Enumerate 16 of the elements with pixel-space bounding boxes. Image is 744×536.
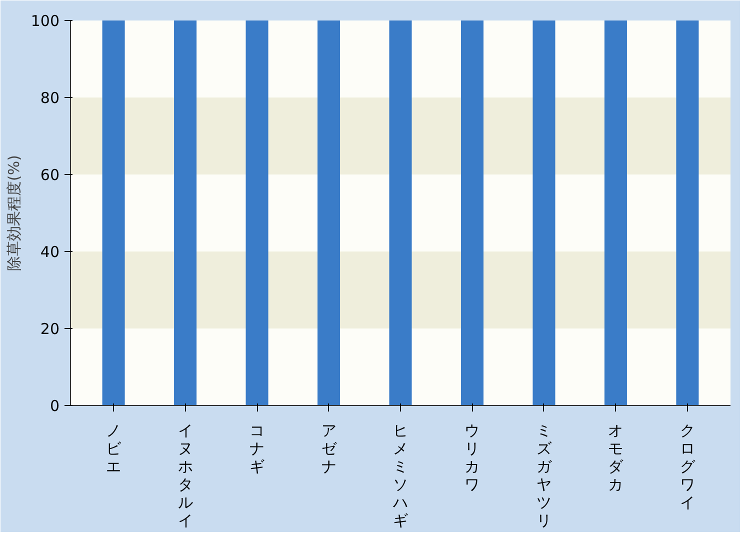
y-tick-label: 60 [40,166,60,184]
x-tick-label: ノビエ [106,422,122,476]
x-tick-label: クログワイ [680,422,696,512]
y-tick-label: 40 [40,243,60,261]
y-tick-label: 100 [30,12,60,30]
y-axis-title: 除草効果程度(%) [4,155,23,271]
x-tick-label: ウリカワ [464,422,480,494]
y-tick-label: 80 [40,89,60,107]
x-tick-label: イヌホタルイ [178,422,193,530]
y-tick-label: 0 [50,397,60,415]
x-tick-label: アゼナ [321,422,338,476]
y-tick-label: 20 [40,320,60,338]
x-tick-label: ヒメミソハギ [392,422,408,530]
x-tick-label: オモダカ [608,422,624,494]
x-tick-label: ミズガヤツリ [536,422,552,530]
x-tick-label: コナギ [250,422,265,476]
